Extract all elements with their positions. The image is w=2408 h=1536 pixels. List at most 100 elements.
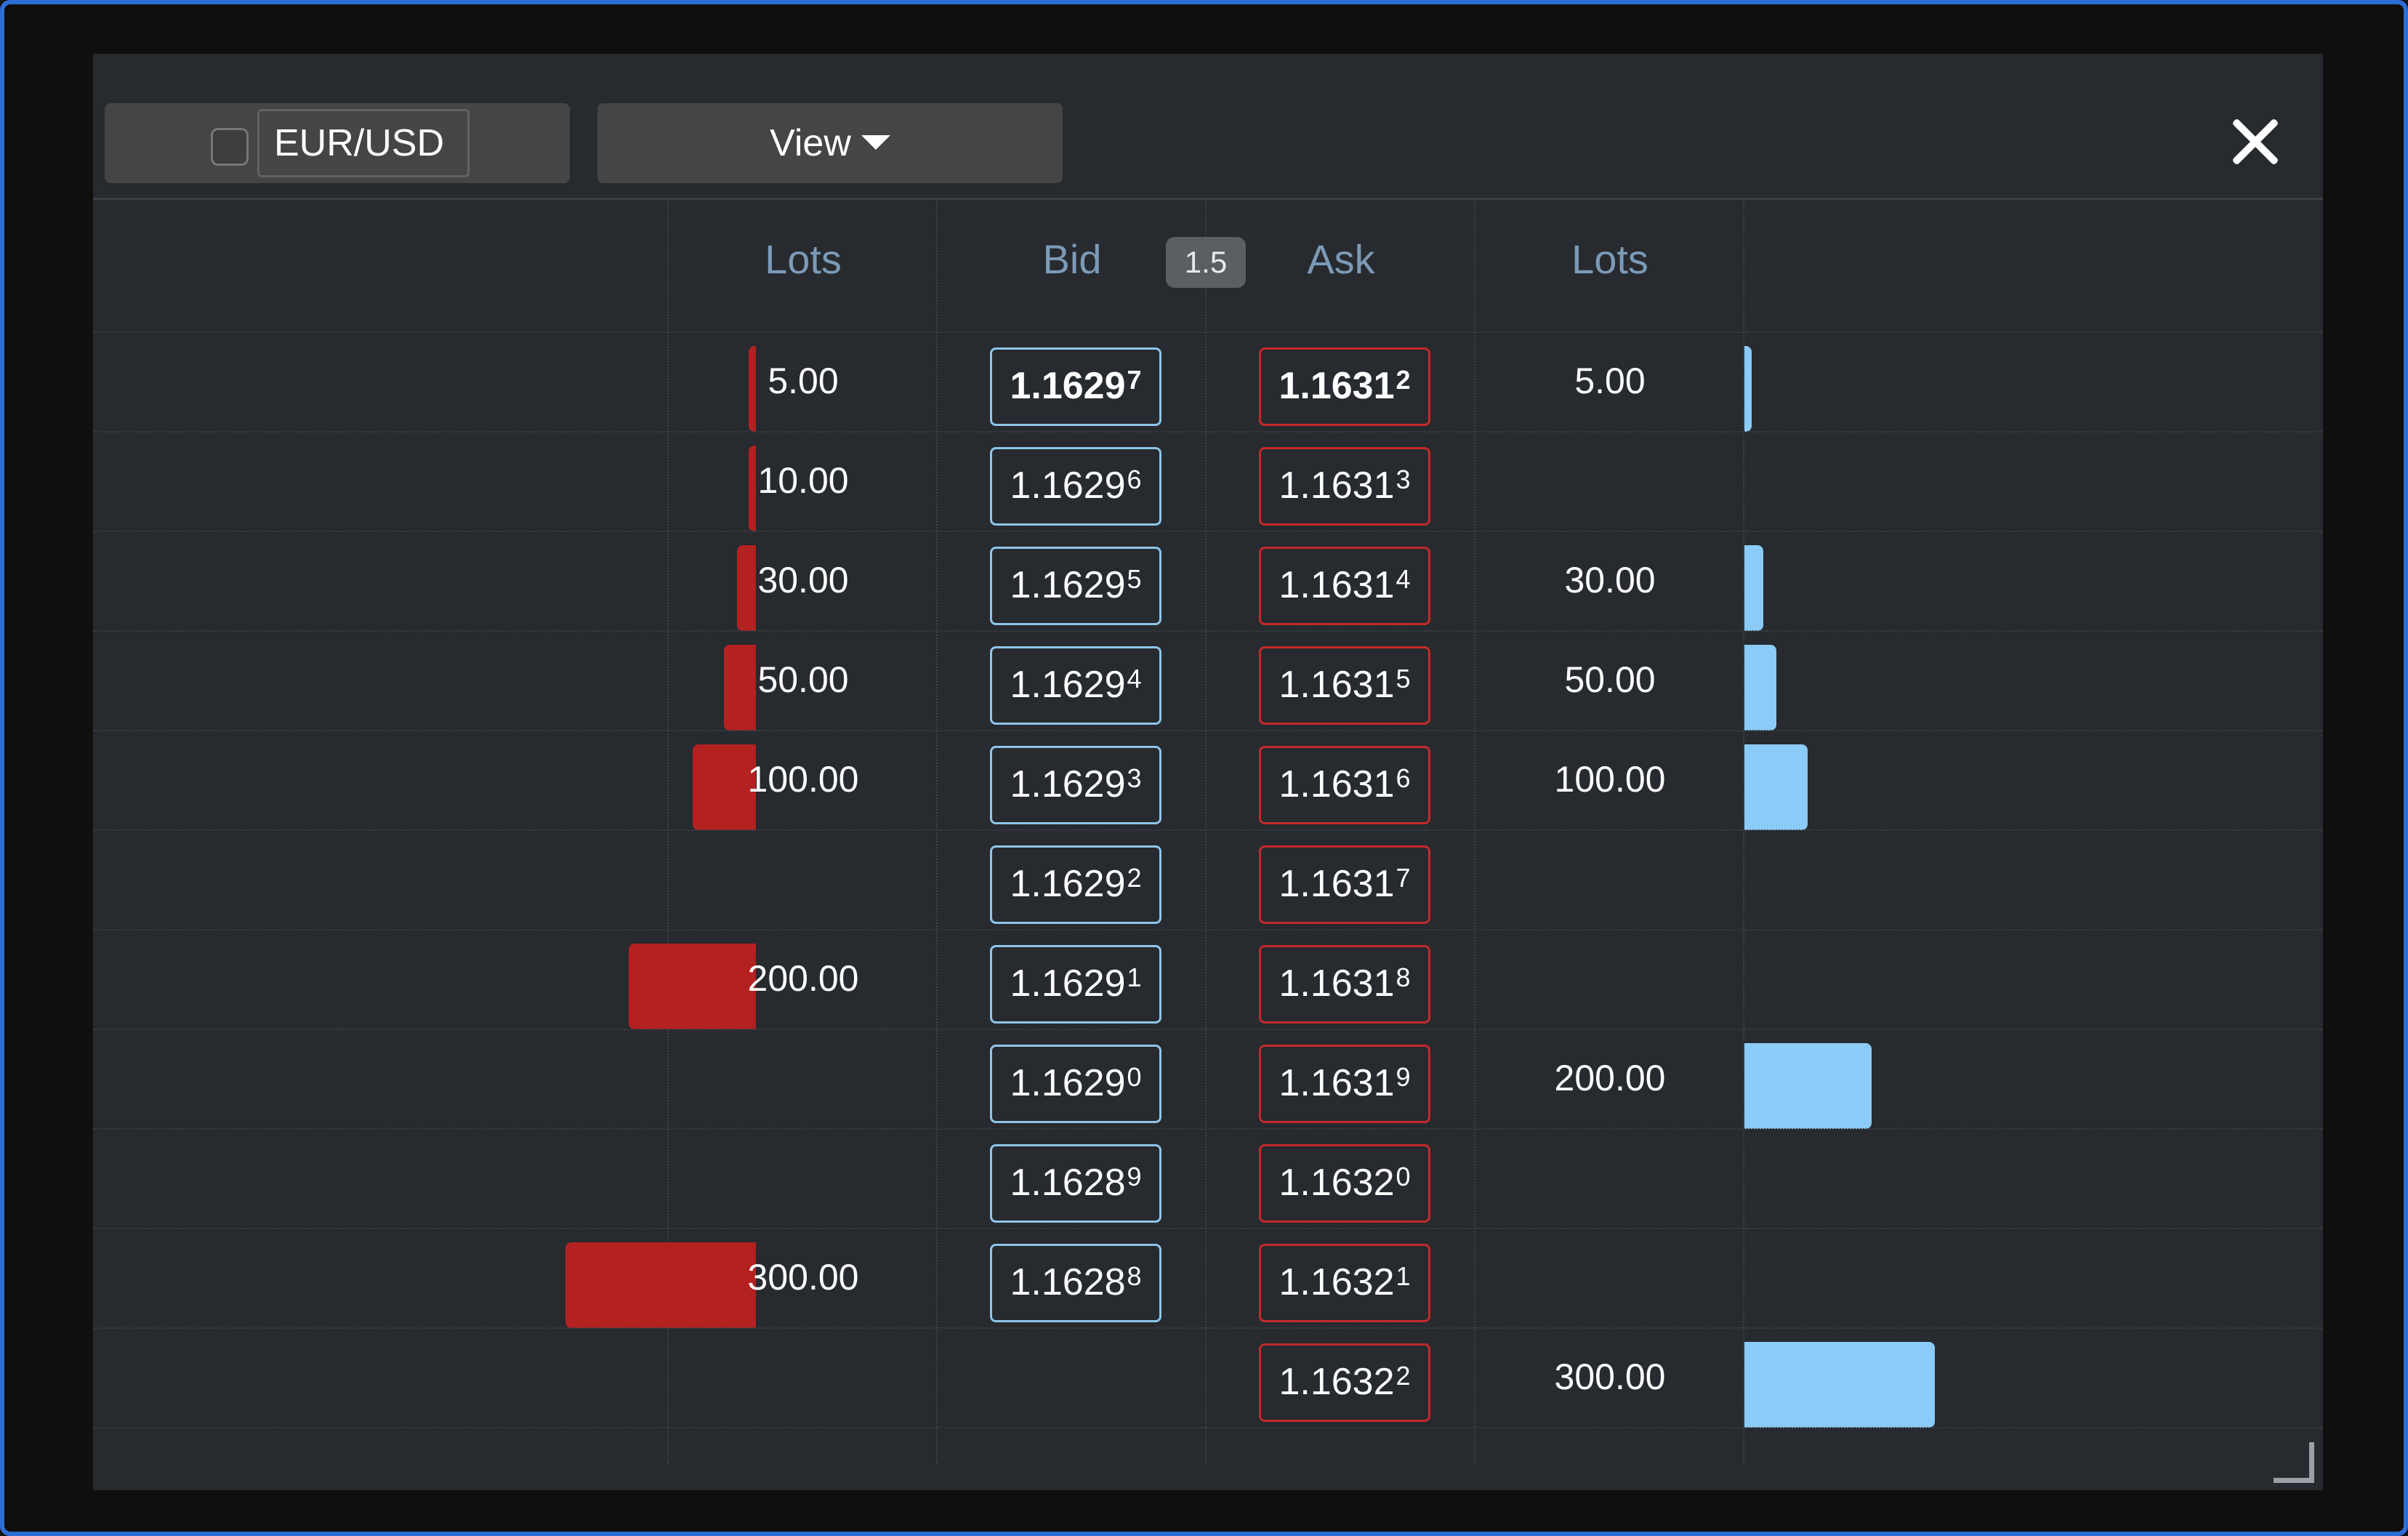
view-dropdown-button[interactable]: View: [597, 103, 1063, 183]
bid-lots-cell: [669, 829, 938, 929]
ask-lots-cell: [1475, 1128, 1744, 1228]
ask-price-main: 1.1631: [1279, 763, 1395, 805]
ask-price-main: 1.1631: [1279, 1062, 1395, 1104]
bid-price-pip: 2: [1127, 863, 1142, 893]
ask-depth-bar: [1744, 744, 1808, 830]
ask-price-main: 1.1631: [1279, 564, 1395, 606]
ask-price-pip: 0: [1396, 1162, 1411, 1191]
table-row: 1.16322 300.00: [93, 1327, 2323, 1428]
ask-lots-cell: [1475, 829, 1744, 929]
bid-lots-cell: 30.00: [757, 560, 849, 600]
ask-price-button[interactable]: 1.16316: [1259, 746, 1430, 824]
ask-price-pip: 8: [1396, 962, 1411, 992]
symbol-input[interactable]: EUR/USD: [257, 109, 470, 177]
ask-price-button[interactable]: 1.16322: [1259, 1343, 1430, 1422]
ask-price-pip: 7: [1396, 863, 1411, 893]
ask-lots-cell: 5.00: [1574, 361, 1646, 401]
bid-price-pip: 8: [1127, 1261, 1142, 1291]
ask-lots-cell: 300.00: [1554, 1356, 1666, 1397]
toolbar: EUR/USD View: [93, 54, 2323, 200]
bid-price-button[interactable]: 1.16290: [990, 1045, 1161, 1123]
bid-price-button[interactable]: 1.16295: [990, 547, 1161, 625]
bid-depth-bar: [737, 545, 756, 631]
bid-price-button[interactable]: 1.16291: [990, 945, 1161, 1024]
bid-price-button[interactable]: 1.16297: [990, 347, 1161, 426]
bid-price-main: 1.1629: [1010, 465, 1126, 507]
row-divider: [93, 531, 2323, 532]
ask-price-main: 1.1632: [1279, 1261, 1395, 1303]
ask-lots-cell: 50.00: [1564, 659, 1656, 700]
bid-price-button[interactable]: 1.16292: [990, 845, 1161, 924]
toolbar-divider: [93, 198, 2323, 200]
bid-lots-cell: [669, 1327, 938, 1427]
ask-price-button[interactable]: 1.16320: [1259, 1144, 1430, 1223]
close-icon[interactable]: [2230, 116, 2281, 167]
header-ask-lots: Lots: [1571, 236, 1648, 282]
ask-depth-bar: [1744, 1342, 1935, 1428]
ask-price-pip: 1: [1396, 1261, 1411, 1291]
ask-depth-bar: [1744, 545, 1763, 631]
symbol-checkbox[interactable]: [211, 128, 249, 166]
bid-price-button[interactable]: 1.16294: [990, 646, 1161, 725]
bid-price-pip: 3: [1127, 763, 1142, 793]
symbol-selector[interactable]: EUR/USD: [105, 103, 570, 183]
ask-lots-cell: [1475, 929, 1744, 1029]
resize-grip-icon[interactable]: [2274, 1442, 2314, 1483]
row-divider: [93, 431, 2323, 433]
bid-lots-cell: [669, 1029, 938, 1128]
ask-price-button[interactable]: 1.16312: [1259, 347, 1430, 426]
bid-price-pip: 1: [1127, 962, 1142, 992]
table-row: 10.00 1.16296 1.16313: [93, 431, 2323, 531]
header-bid-lots: Lots: [765, 236, 842, 282]
bid-price-button[interactable]: 1.16296: [990, 447, 1161, 526]
header-ask: Ask: [1307, 236, 1375, 282]
row-divider: [93, 1427, 2323, 1428]
bid-price-main: 1.1629: [1010, 664, 1126, 706]
bid-price-main: 1.1629: [1010, 564, 1126, 606]
bid-depth-bar: [749, 446, 756, 531]
bid-depth-bar: [565, 1242, 756, 1328]
bid-price-button[interactable]: 1.16288: [990, 1244, 1161, 1322]
bid-price-main: 1.1628: [1010, 1261, 1126, 1303]
ask-price-button[interactable]: 1.16314: [1259, 547, 1430, 625]
bid-price-pip: 7: [1127, 365, 1142, 395]
row-divider: [93, 630, 2323, 632]
column-divider: [667, 199, 669, 1464]
bid-lots-cell: 50.00: [757, 659, 849, 700]
ask-depth-bar: [1744, 346, 1752, 432]
bid-lots-cell: 5.00: [768, 361, 839, 401]
row-divider: [93, 331, 2323, 333]
ask-price-main: 1.1631: [1279, 465, 1395, 507]
bid-price-button[interactable]: 1.16293: [990, 746, 1161, 824]
row-divider: [93, 1327, 2323, 1329]
bid-price-pip: 5: [1127, 564, 1142, 594]
bid-price-main: 1.1629: [1010, 763, 1126, 805]
bid-price-main: 1.1629: [1010, 365, 1126, 407]
bid-price-pip: 0: [1127, 1062, 1142, 1092]
ask-price-main: 1.1631: [1279, 365, 1395, 407]
ask-price-button[interactable]: 1.16319: [1259, 1045, 1430, 1123]
table-row: 5.00 1.16297 1.16312 5.00: [93, 331, 2323, 432]
ask-price-button[interactable]: 1.16315: [1259, 646, 1430, 725]
bid-price-pip: 9: [1127, 1162, 1142, 1191]
bid-lots-cell: 100.00: [747, 759, 859, 800]
ask-price-button[interactable]: 1.16317: [1259, 845, 1430, 924]
ask-price-button[interactable]: 1.16313: [1259, 447, 1430, 526]
ask-price-pip: 9: [1396, 1062, 1411, 1092]
ask-price-pip: 5: [1396, 664, 1411, 693]
ask-price-main: 1.1632: [1279, 1162, 1395, 1204]
bid-depth-bar: [749, 346, 756, 432]
ask-price-pip: 4: [1396, 564, 1411, 594]
ask-price-main: 1.1631: [1279, 664, 1395, 706]
ask-depth-bar: [1744, 645, 1776, 731]
view-label: View: [770, 122, 851, 164]
bid-lots-cell: 10.00: [757, 460, 849, 501]
caret-down-icon: [861, 135, 890, 150]
bid-price-main: 1.1629: [1010, 962, 1126, 1005]
bid-price-button[interactable]: 1.16289: [990, 1144, 1161, 1223]
column-divider: [1205, 199, 1207, 1464]
ask-price-button[interactable]: 1.16318: [1259, 945, 1430, 1024]
ask-price-button[interactable]: 1.16321: [1259, 1244, 1430, 1322]
spread-badge: 1.5: [1166, 237, 1246, 288]
